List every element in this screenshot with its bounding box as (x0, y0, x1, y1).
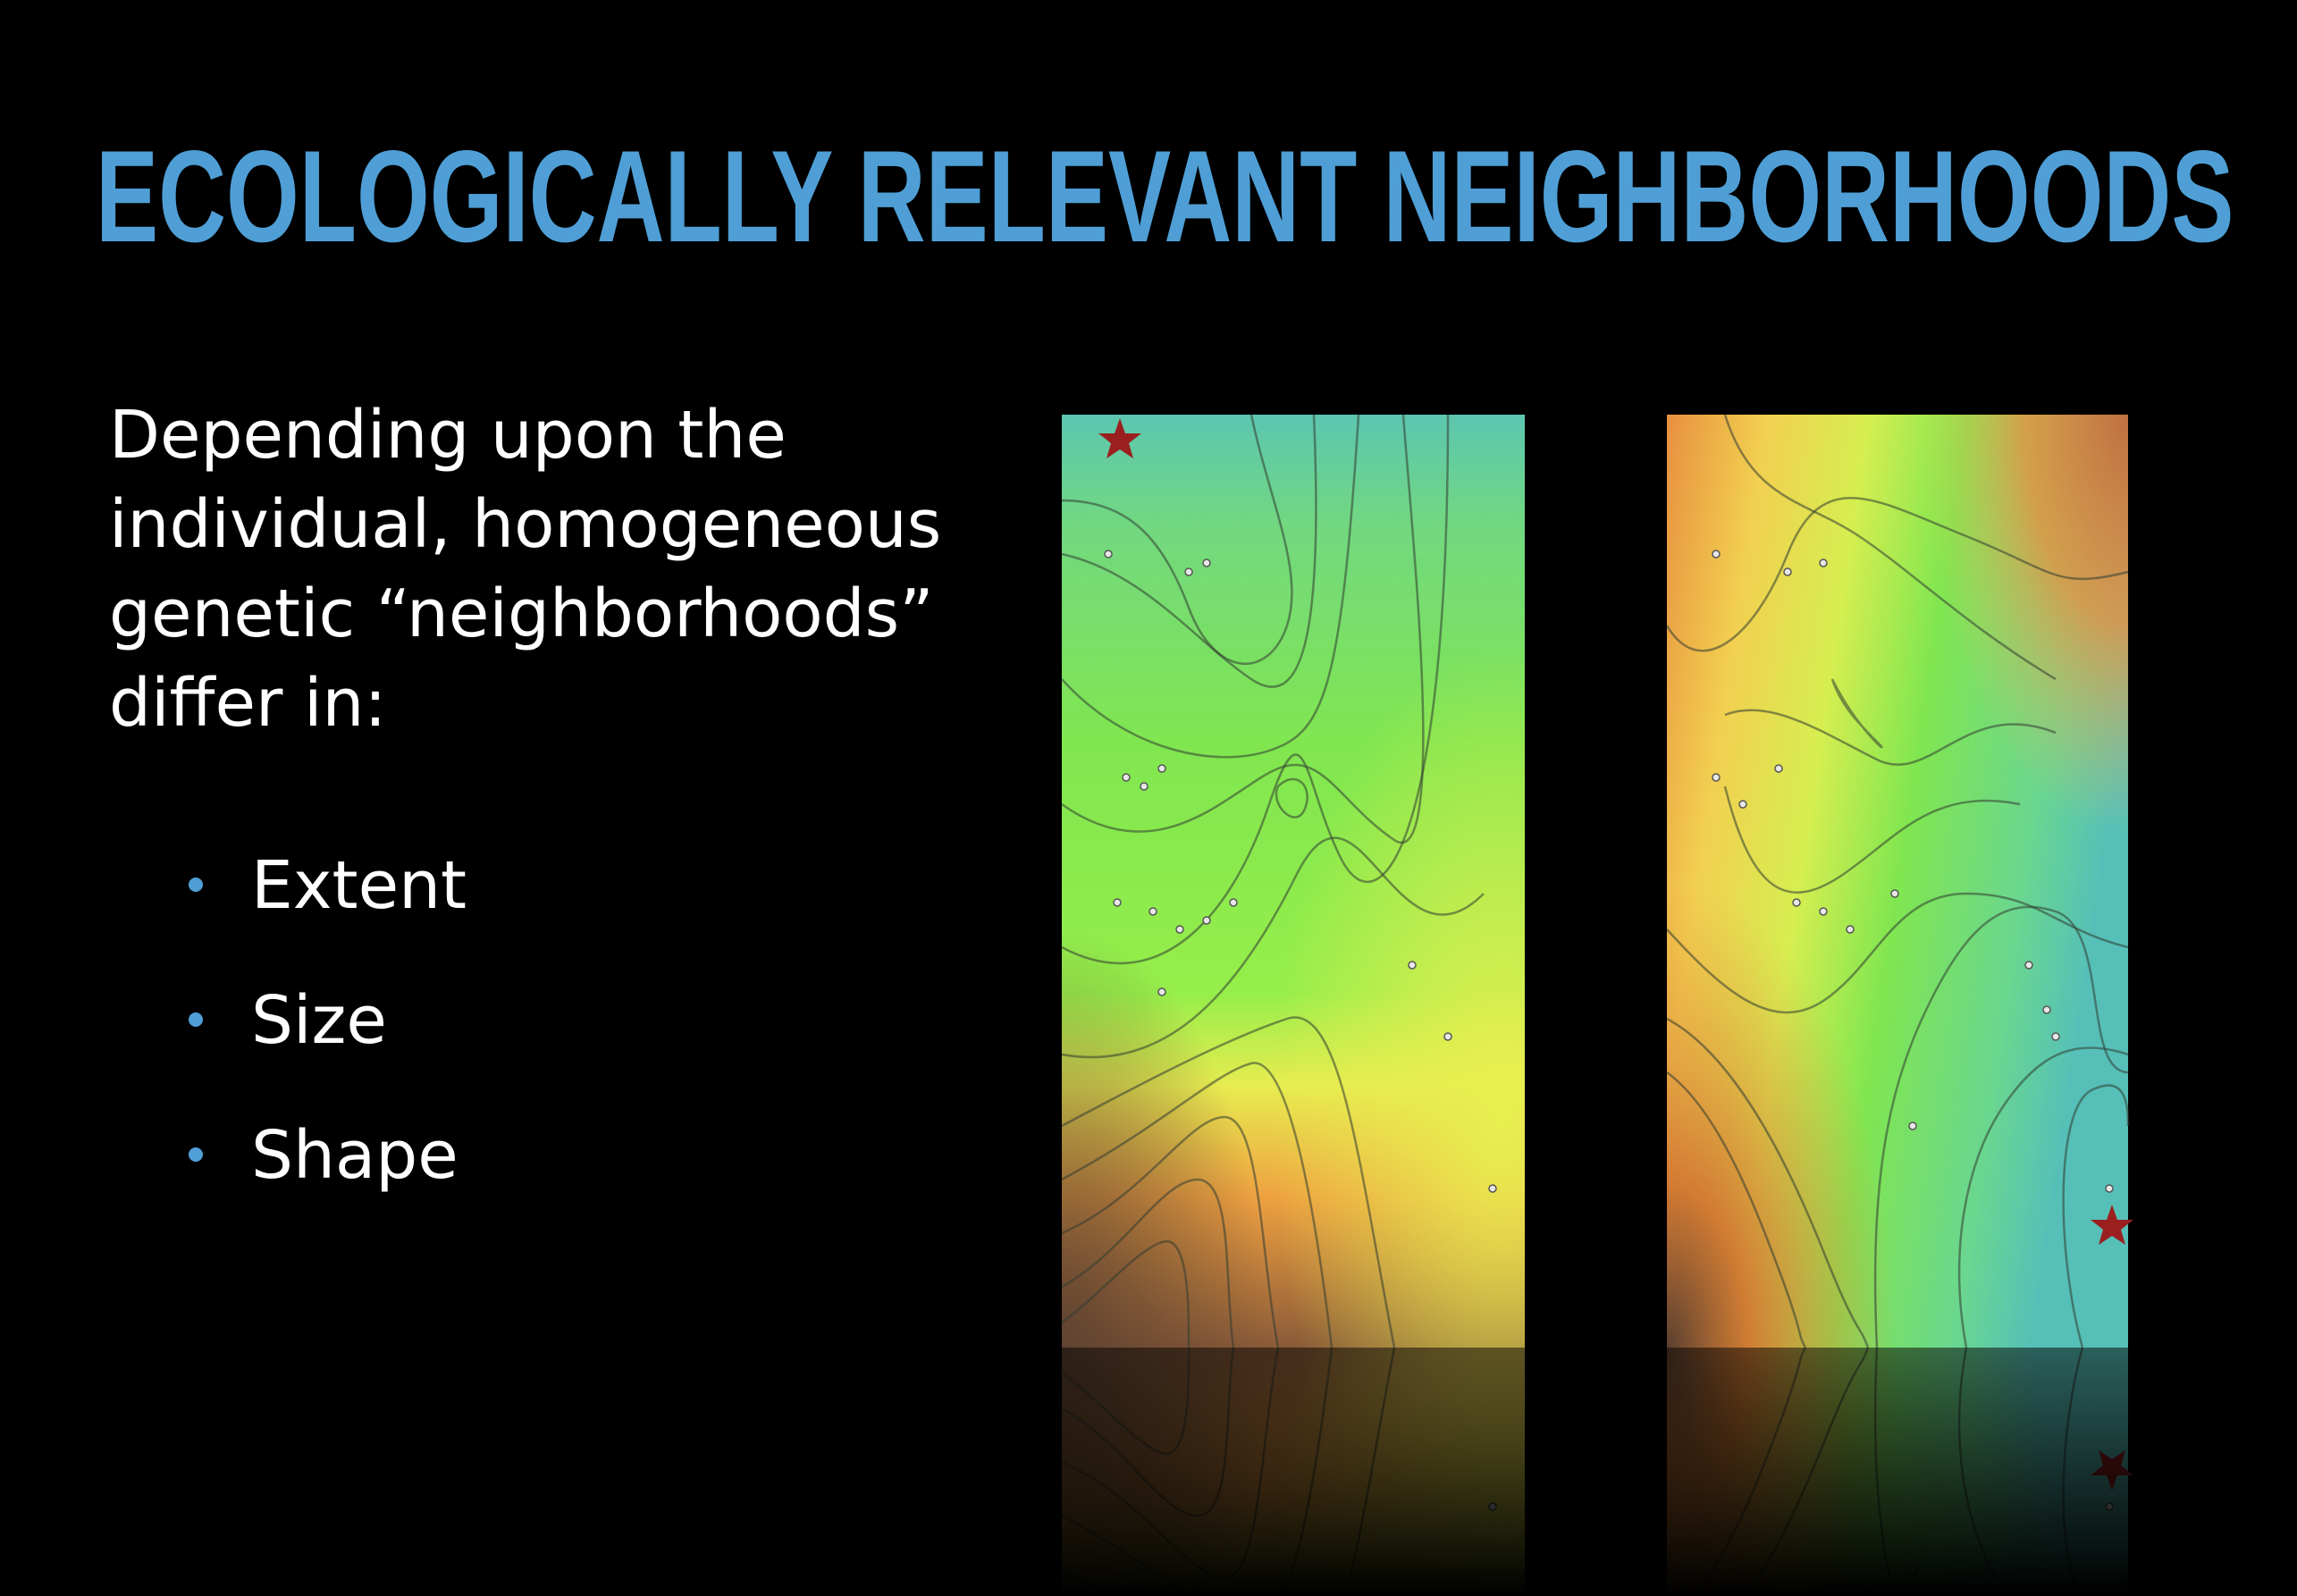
intro-line: individual, homogeneous (109, 486, 941, 563)
bullet-dot (189, 878, 203, 892)
intro-text: Depending upon the individual, homogeneo… (109, 397, 941, 742)
intro-line: differ in: (109, 665, 386, 742)
slide-title: ECOLOGICALLY RELEVANT NEIGHBORHOODS (96, 123, 2234, 269)
bullet-item: Shape (251, 1117, 459, 1194)
bullet-list: Extent Size Shape (189, 847, 467, 1194)
map-image (1060, 413, 1527, 1349)
bullet-dot (189, 1012, 203, 1027)
intro-line: Depending upon the (109, 397, 787, 474)
intro-line: genetic “neighborhoods” (109, 575, 934, 652)
map-image (1665, 413, 2135, 1349)
bullet-item: Size (251, 982, 387, 1059)
bullet-dot (189, 1147, 203, 1162)
bullet-item: Extent (251, 847, 467, 924)
